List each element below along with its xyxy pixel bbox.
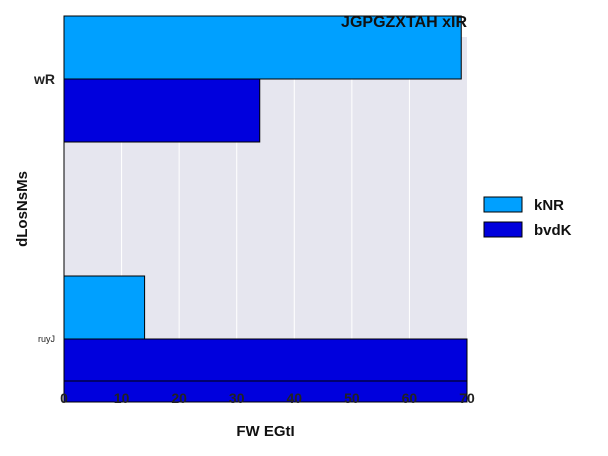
x-tick-label: 30	[229, 390, 245, 406]
x-tick-labels: 0 10 20 30 40 50 60 70	[60, 390, 475, 406]
x-tick-label: 70	[459, 390, 475, 406]
bar-bvdK-wR	[63, 78, 261, 143]
bars	[63, 15, 468, 403]
bar-kNR-ruyJ	[63, 275, 146, 340]
legend: kNR bvdK	[483, 196, 572, 239]
x-axis-label: FW EGtI	[236, 423, 294, 440]
bar-kNR-wR	[63, 15, 462, 80]
x-tick-label: 60	[402, 390, 418, 406]
x-tick-label: 20	[171, 390, 187, 406]
y-axis-label: dLosNsMs	[14, 171, 31, 247]
x-tick-label: 50	[344, 390, 360, 406]
legend-swatch-bvdK	[483, 221, 523, 238]
legend-label-kNR: kNR	[534, 197, 564, 214]
x-tick-label: 0	[60, 390, 68, 406]
y-tick-label: wR	[33, 71, 55, 87]
chart-title: JGPGZXTAH xIR	[341, 14, 467, 31]
x-tick-label: 10	[114, 390, 130, 406]
legend-swatch-kNR	[483, 196, 523, 213]
legend-label-bvdK: bvdK	[534, 222, 572, 239]
y-tick-labels: wR ruyJ	[33, 71, 55, 344]
bar-bvdK-ruyJ	[63, 338, 468, 403]
y-tick-label: ruyJ	[38, 334, 55, 344]
x-tick-label: 40	[286, 390, 302, 406]
